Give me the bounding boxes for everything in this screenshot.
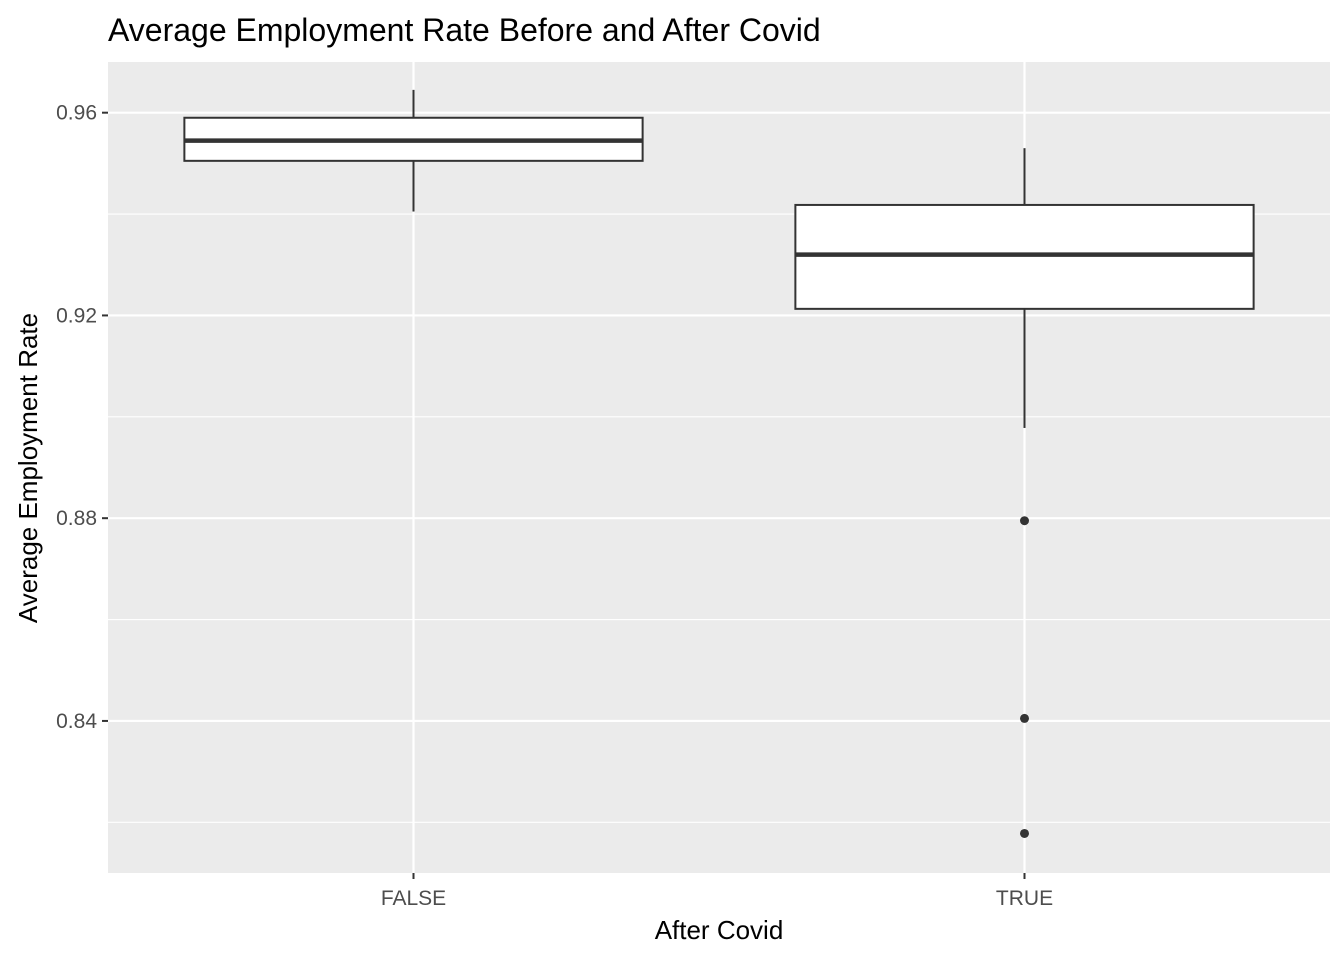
outlier-point	[1020, 713, 1029, 723]
y-tick-label: 0.84	[56, 710, 97, 733]
x-axis-title: After Covid	[655, 915, 784, 945]
outlier-point	[1020, 828, 1029, 838]
y-tick-label: 0.92	[56, 304, 97, 327]
iqr-box	[794, 203, 1255, 310]
y-tick-label: 0.88	[56, 507, 97, 530]
box-false	[183, 89, 644, 212]
boxes	[183, 89, 1255, 838]
plot-panel	[108, 62, 1330, 873]
outlier-point	[1020, 516, 1029, 526]
chart-title: Average Employment Rate Before and After…	[108, 12, 821, 48]
x-tick-label: TRUE	[996, 887, 1053, 910]
axes: 0.84 0.88 0.92 0.96 FALSE TRUE	[56, 102, 1053, 910]
y-tick-label: 0.96	[56, 102, 97, 125]
y-axis-title: Average Employment Rate	[13, 313, 43, 623]
x-tick-label: FALSE	[381, 887, 446, 910]
grid-lines	[108, 62, 1330, 873]
box-true	[794, 148, 1255, 838]
